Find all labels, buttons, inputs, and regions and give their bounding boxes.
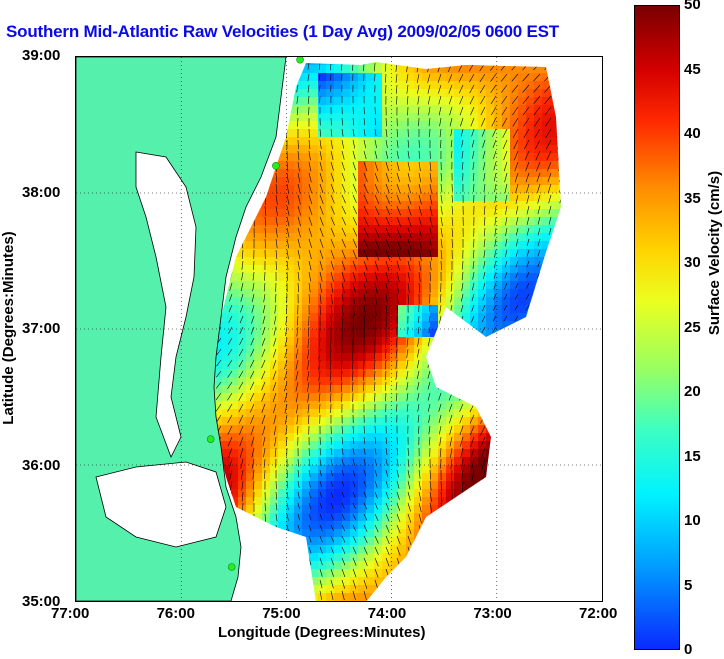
map-plot-area[interactable] xyxy=(75,56,603,602)
x-tick-label: 72:00 xyxy=(579,605,618,622)
map-svg xyxy=(76,57,602,601)
colorbar-tick-label: 45 xyxy=(684,60,701,78)
colorbar-tick-label: 50 xyxy=(684,0,701,13)
radar-stations xyxy=(206,57,304,571)
x-tick-label: 76:00 xyxy=(156,605,195,622)
sound-water xyxy=(95,461,227,548)
colorbar-tick-label: 30 xyxy=(684,254,701,271)
colorbar-tick-label: 20 xyxy=(684,383,701,400)
radar-station-marker xyxy=(272,162,280,170)
chart-title: Southern Mid-Atlantic Raw Velocities (1 … xyxy=(6,22,559,41)
colorbar-tick-label: 15 xyxy=(684,447,701,465)
y-tick-label: 37:00 xyxy=(22,320,61,337)
x-tick-label: 74:00 xyxy=(367,605,407,622)
radar-station-marker xyxy=(296,57,304,64)
colorbar-tick-label: 0 xyxy=(684,641,693,658)
y-tick-label: 39:00 xyxy=(22,47,61,64)
colorbar-label-wrapper: Surface Velocity (cm/s) xyxy=(706,153,724,353)
x-tick-label: 75:00 xyxy=(262,605,301,622)
radar-station-marker xyxy=(227,563,236,571)
radar-station-marker xyxy=(206,435,215,443)
grid-lines xyxy=(76,57,602,601)
colorbar-tick-label: 35 xyxy=(684,189,701,207)
y-tick-label: 36:00 xyxy=(22,456,61,474)
colorbar-tick-label: 25 xyxy=(684,318,701,336)
x-axis-label: Longitude (Degrees:Minutes) xyxy=(218,624,426,641)
colorbar-tick-label: 10 xyxy=(684,512,701,529)
y-axis-label-wrapper: Latitude (Degrees:Minutes) xyxy=(0,228,20,428)
x-tick-label: 73:00 xyxy=(473,605,512,622)
colorbar-tick-label: 40 xyxy=(684,125,701,142)
y-axis-label: Latitude (Degrees:Minutes) xyxy=(0,231,17,425)
y-tick-label: 38:00 xyxy=(22,183,61,201)
x-tick-label: 77:00 xyxy=(51,605,90,622)
y-tick-label: 35:00 xyxy=(22,593,61,610)
colorbar-tick-label: 5 xyxy=(684,576,693,594)
colorbar xyxy=(634,5,680,650)
colorbar-label: Surface Velocity (cm/s) xyxy=(706,170,723,336)
